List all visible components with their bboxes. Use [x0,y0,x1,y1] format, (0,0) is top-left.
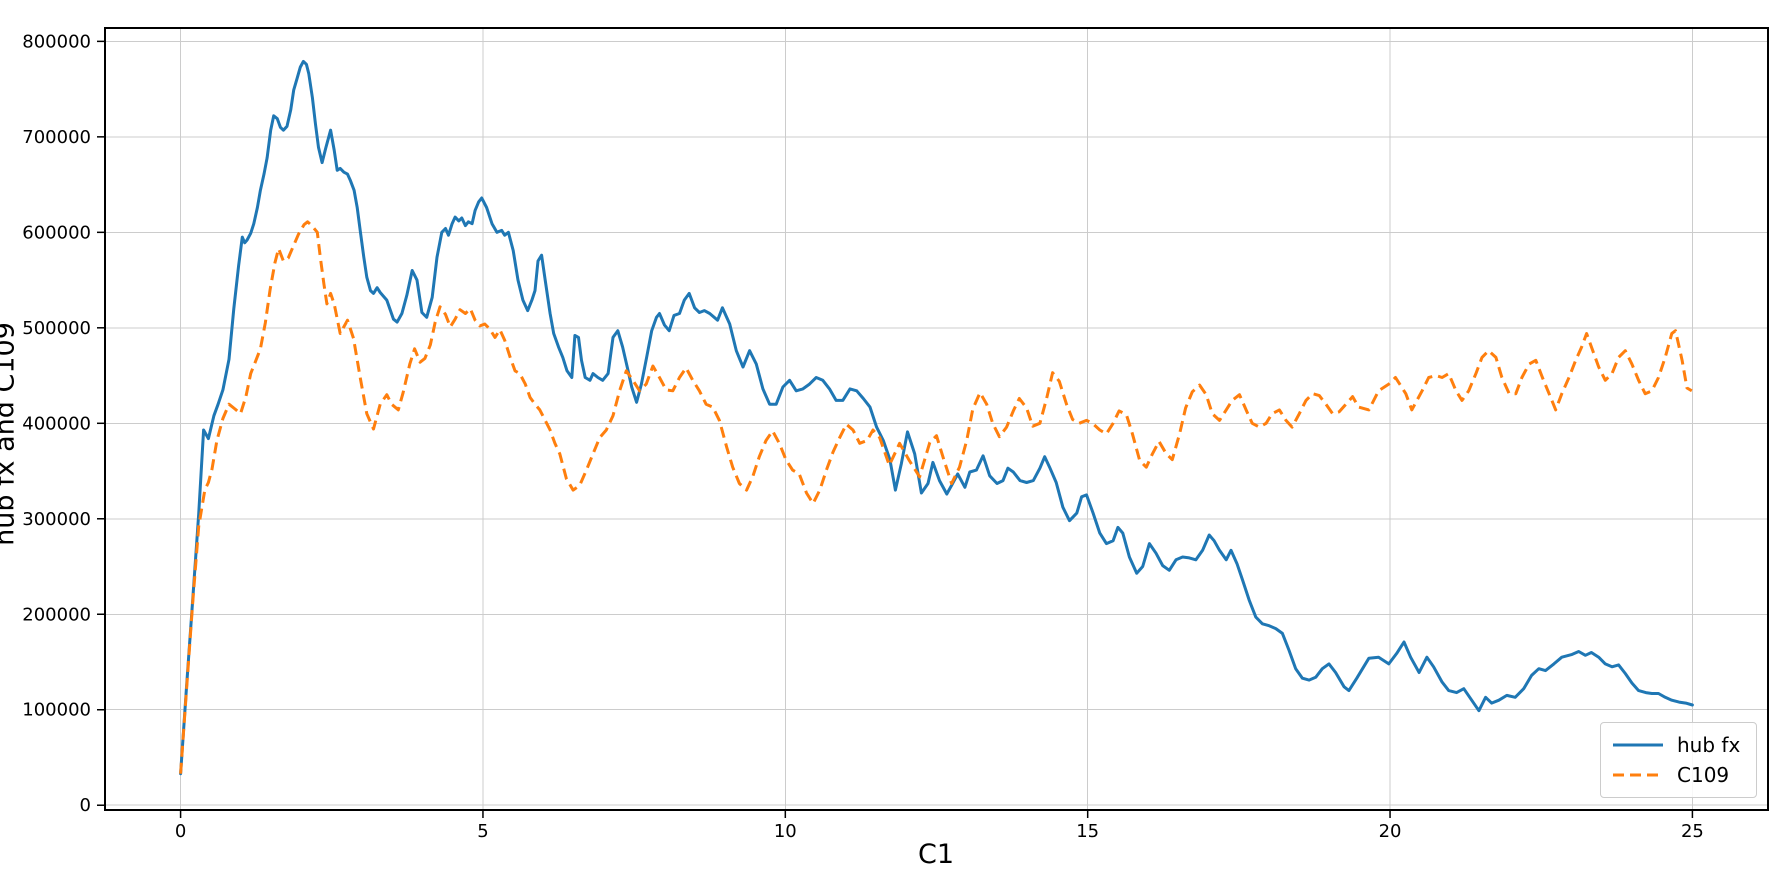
legend-label: C109 [1677,762,1730,787]
svg-text:20: 20 [1379,821,1402,842]
svg-text:700000: 700000 [22,127,91,148]
svg-text:800000: 800000 [22,31,91,52]
svg-text:200000: 200000 [22,604,91,625]
svg-text:300000: 300000 [22,509,91,530]
svg-text:0: 0 [175,821,186,842]
legend-item-c109: C109 [1612,763,1745,787]
axes-border [104,27,1769,811]
x-axis-label: C1 [917,839,955,870]
svg-text:15: 15 [1076,821,1099,842]
legend-label: hub fx [1677,733,1741,758]
svg-text:10: 10 [774,821,797,842]
svg-text:25: 25 [1681,821,1704,842]
data-series [179,59,1694,776]
y-axis-label: hub fx and C109 [0,322,21,546]
legend: hub fx C109 [1600,722,1757,798]
gridlines [105,28,1768,810]
svg-text:100000: 100000 [22,700,91,721]
svg-text:5: 5 [477,821,488,842]
axis-ticks: 0 5 10 15 20 25 0 100000 200000 300000 400000 50000… [22,31,1704,842]
svg-text:600000: 600000 [22,222,91,243]
legend-line-solid-icon [1613,743,1663,747]
svg-text:400000: 400000 [22,413,91,434]
svg-text:0: 0 [80,795,91,816]
svg-text:500000: 500000 [22,318,91,339]
legend-item-hub-fx: hub fx [1612,733,1745,757]
legend-line-dashed-icon [1613,773,1663,777]
